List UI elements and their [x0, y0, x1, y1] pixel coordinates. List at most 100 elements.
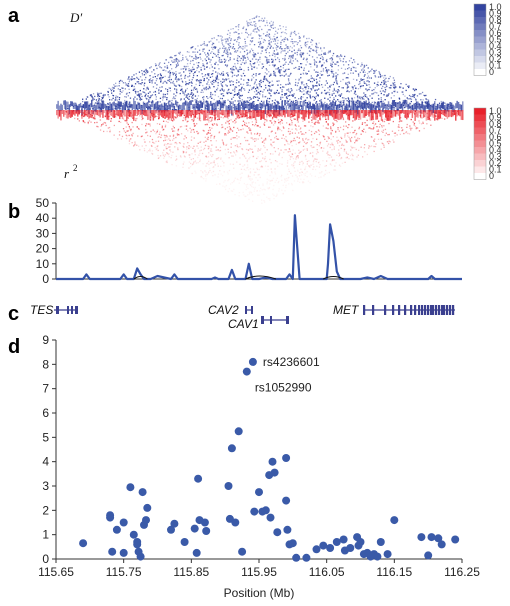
ld-r2-cell: [299, 128, 301, 130]
ld-r2-cell: [281, 137, 283, 139]
ld-r2-cell: [323, 147, 325, 149]
ld-r2-cell: [292, 189, 294, 192]
ld-r2-cell: [327, 150, 329, 153]
ld-r2-cell: [236, 138, 238, 140]
ld-dprime-cell: [240, 107, 242, 109]
ld-dprime-cell: [154, 76, 156, 78]
ld-dprime-cell: [236, 75, 238, 77]
ld-dprime-cell: [92, 97, 94, 99]
ld-r2-cell: [303, 178, 305, 180]
ld-r2-cell: [254, 140, 256, 142]
ld-dprime-cell: [205, 87, 207, 89]
ld-dprime-cell: [251, 58, 254, 60]
ld-dprime-cell: [216, 74, 218, 77]
ld-r2-cell: [208, 147, 210, 149]
ld-dprime-cell: [321, 74, 324, 76]
ld-dprime-cell: [190, 93, 192, 95]
ld-dprime-cell: [336, 61, 338, 63]
ld-dprime-cell: [316, 64, 318, 66]
ld-r2-cell: [199, 150, 201, 152]
ld-r2-base-cell: [323, 110, 325, 117]
ld-r2-cell: [154, 146, 156, 149]
ld-dprime-base-cell: [435, 105, 437, 114]
ld-r2-cell: [199, 152, 201, 154]
ld-dprime-base-cell: [460, 104, 463, 112]
ld-dprime-cell: [334, 75, 336, 77]
ld-r2-cell: [216, 124, 218, 126]
ld-dprime-cell: [265, 35, 267, 37]
ld-dprime-cell: [206, 63, 208, 65]
ld-dprime-cell: [242, 45, 244, 48]
ld-r2-base-cell: [448, 110, 450, 118]
ld-dprime-cell: [370, 77, 372, 79]
ld-dprime-cell: [321, 84, 323, 86]
ld-dprime-cell: [196, 75, 198, 77]
ld-r2-cell: [302, 120, 304, 122]
ld-dprime-cell: [237, 33, 240, 35]
ld-dprime-cell: [290, 88, 292, 90]
ld-dprime-base-cell: [355, 105, 358, 113]
ld-dprime-cell: [275, 91, 277, 94]
ld-dprime-cell: [332, 83, 334, 86]
ld-r2-cell: [221, 124, 223, 126]
ld-dprime-cell: [221, 88, 223, 90]
ld-dprime-cell: [290, 56, 292, 58]
panel-b-ytick-label: 20: [36, 242, 50, 256]
ld-dprime-cell: [208, 79, 210, 81]
ld-r2-cell: [256, 157, 258, 160]
ld-r2-cell: [177, 147, 179, 149]
ld-dprime-cell: [64, 108, 67, 110]
ld-dprime-cell: [214, 53, 216, 55]
ld-dprime-cell: [424, 102, 427, 104]
ld-r2-cell: [288, 154, 291, 156]
ld-dprime-cell: [329, 51, 331, 53]
ld-r2-base-cell: [156, 110, 159, 114]
ld-dprime-cell: [233, 69, 235, 71]
ld-dprime-cell: [148, 99, 150, 101]
ld-r2-cell: [214, 123, 216, 125]
ld-dprime-cell: [285, 74, 287, 76]
ld-r2-cell: [124, 131, 127, 134]
ld-dprime-cell: [203, 41, 205, 43]
ld-dprime-cell: [284, 58, 286, 60]
ld-dprime-cell: [194, 95, 197, 97]
ld-r2-cell: [173, 119, 175, 121]
ld-dprime-cell: [234, 39, 236, 41]
ld-dprime-base-cell: [366, 103, 369, 108]
ld-r2-cell: [227, 130, 230, 132]
ld-dprime-cell: [321, 64, 323, 66]
ld-dprime-cell: [290, 31, 292, 33]
ld-dprime-cell: [300, 73, 302, 75]
ld-r2-cell: [310, 125, 312, 127]
ld-r2-cell: [338, 152, 340, 154]
ld-dprime-cell: [254, 28, 256, 30]
ld-r2-cell: [322, 135, 324, 137]
ld-dprime-cell: [339, 108, 341, 110]
ld-dprime-cell: [282, 50, 284, 52]
ld-dprime-base-cell: [383, 102, 386, 109]
scale-tick-label: 1.0: [489, 106, 502, 116]
ld-r2-cell: [254, 133, 256, 135]
ld-r2-cell: [239, 116, 241, 118]
ld-r2-cell: [228, 178, 230, 181]
ld-dprime-cell: [169, 70, 171, 72]
ld-dprime-cell: [361, 79, 363, 81]
ld-r2-cell: [382, 129, 385, 131]
ld-dprime-cell: [309, 46, 311, 48]
ld-dprime-base-cell: [170, 102, 173, 108]
ld-dprime-cell: [183, 65, 185, 68]
ld-dprime-cell: [269, 46, 272, 49]
ld-r2-cell: [206, 173, 208, 176]
ld-dprime-base-cell: [266, 100, 268, 107]
ld-r2-cell: [317, 120, 319, 122]
scale-swatch: [474, 49, 486, 56]
ld-dprime-cell: [211, 37, 213, 40]
ld-dprime-base-cell: [303, 100, 306, 107]
ld-dprime-cell: [184, 75, 186, 78]
ld-dprime-cell: [213, 81, 215, 84]
ld-r2-cell: [224, 179, 226, 182]
ld-dprime-cell: [361, 62, 363, 64]
ld-r2-cell: [217, 157, 219, 160]
ld-dprime-cell: [259, 73, 261, 75]
ld-dprime-cell: [138, 71, 141, 73]
